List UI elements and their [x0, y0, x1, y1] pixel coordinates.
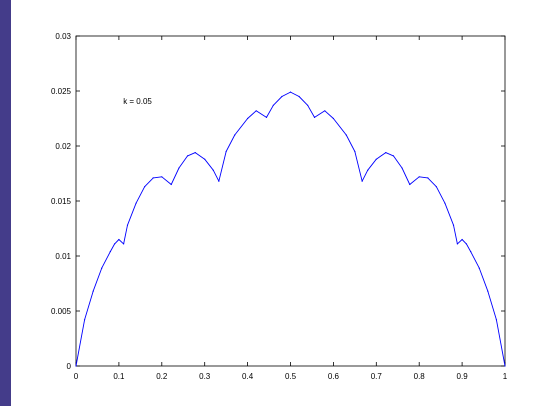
y-axis-ticks: 0 0.005 0.01 0.015 0.02 0.025 0.03: [51, 32, 505, 371]
data-point: [265, 116, 268, 118]
x-tick-label: 0.8: [414, 372, 426, 381]
plot-area-frame: [75, 35, 506, 367]
data-point: [345, 134, 347, 136]
data-point: [212, 169, 214, 171]
x-tick-label: 0.7: [371, 372, 383, 381]
data-point: [225, 150, 227, 153]
data-point: [444, 202, 446, 204]
data-point: [194, 152, 196, 154]
data-point: [504, 365, 506, 367]
data-point: [470, 251, 472, 253]
data-point: [144, 186, 146, 188]
x-tick-label: 0.4: [242, 372, 254, 381]
data-point: [170, 183, 172, 186]
y-tick-label: 0.02: [55, 142, 71, 151]
data-point: [392, 155, 395, 157]
data-point: [409, 183, 411, 186]
data-point: [152, 177, 154, 179]
data-point: [161, 176, 163, 178]
data-point: [186, 155, 189, 157]
data-point: [75, 365, 77, 367]
x-tick-label: 0.6: [328, 372, 340, 381]
data-point: [401, 167, 403, 169]
data-point: [178, 167, 180, 169]
x-tick-label: 1: [503, 372, 508, 381]
data-point: [487, 290, 489, 292]
x-tick-label: 0.3: [199, 372, 211, 381]
x-axis-ticks: 0 0.1 0.2 0.3 0.4 0.5 0.6 0.7 0.8 0.9 1: [74, 36, 508, 381]
data-point: [234, 134, 236, 136]
data-point: [495, 319, 498, 321]
data-point: [461, 238, 463, 241]
x-tick-label: 0.1: [113, 372, 125, 381]
data-point: [361, 180, 363, 182]
data-point: [83, 319, 86, 321]
data-point: [247, 117, 249, 120]
data-point: [354, 150, 356, 153]
data-point: [218, 180, 220, 182]
data-point: [126, 224, 129, 226]
series-line-0: [75, 91, 506, 367]
data-point: [332, 117, 334, 120]
x-tick-label: 0.2: [156, 372, 168, 381]
data-point: [456, 243, 458, 245]
data-point: [123, 243, 125, 245]
data-point: [367, 169, 369, 171]
y-tick-label: 0.025: [51, 87, 72, 96]
data-point: [478, 267, 480, 269]
data-point: [298, 95, 300, 98]
x-tick-label: 0: [74, 372, 79, 381]
data-point: [375, 158, 377, 160]
data-point: [109, 251, 111, 253]
line-chart: 0 0.1 0.2 0.3 0.4 0.5 0.6 0.7 0.8 0.9 1 0 0.005 0.01…: [51, 32, 508, 381]
data-point: [324, 110, 326, 112]
data-point: [101, 267, 103, 269]
data-point: [114, 243, 116, 245]
data-point: [118, 238, 120, 241]
data-point: [465, 243, 467, 245]
data-point: [427, 177, 429, 179]
data-point: [281, 95, 283, 98]
data-point: [204, 158, 206, 160]
data-point: [289, 91, 292, 93]
data-point: [255, 110, 257, 112]
data-point: [452, 224, 455, 226]
y-tick-label: 0.01: [55, 252, 71, 261]
x-tick-label: 0.9: [457, 372, 469, 381]
data-point: [385, 152, 387, 154]
data-point: [418, 176, 420, 178]
data-point: [272, 104, 274, 106]
data-point: [135, 202, 137, 204]
y-tick-label: 0.005: [51, 307, 72, 316]
annotation-label: k = 0.05: [123, 97, 152, 106]
data-point: [313, 116, 316, 118]
data-point: [307, 104, 309, 106]
annotation-layer: k = 0.05: [123, 97, 152, 106]
y-tick-label: 0.03: [55, 32, 71, 41]
series-layer: [75, 91, 506, 367]
figure: 0 0.1 0.2 0.3 0.4 0.5 0.6 0.7 0.8 0.9 1 0 0.005 0.01…: [11, 0, 540, 406]
data-point: [92, 290, 94, 292]
data-point: [435, 186, 437, 188]
x-tick-label: 0.5: [285, 372, 297, 381]
y-tick-label: 0.015: [51, 197, 72, 206]
y-tick-label: 0: [67, 362, 72, 371]
